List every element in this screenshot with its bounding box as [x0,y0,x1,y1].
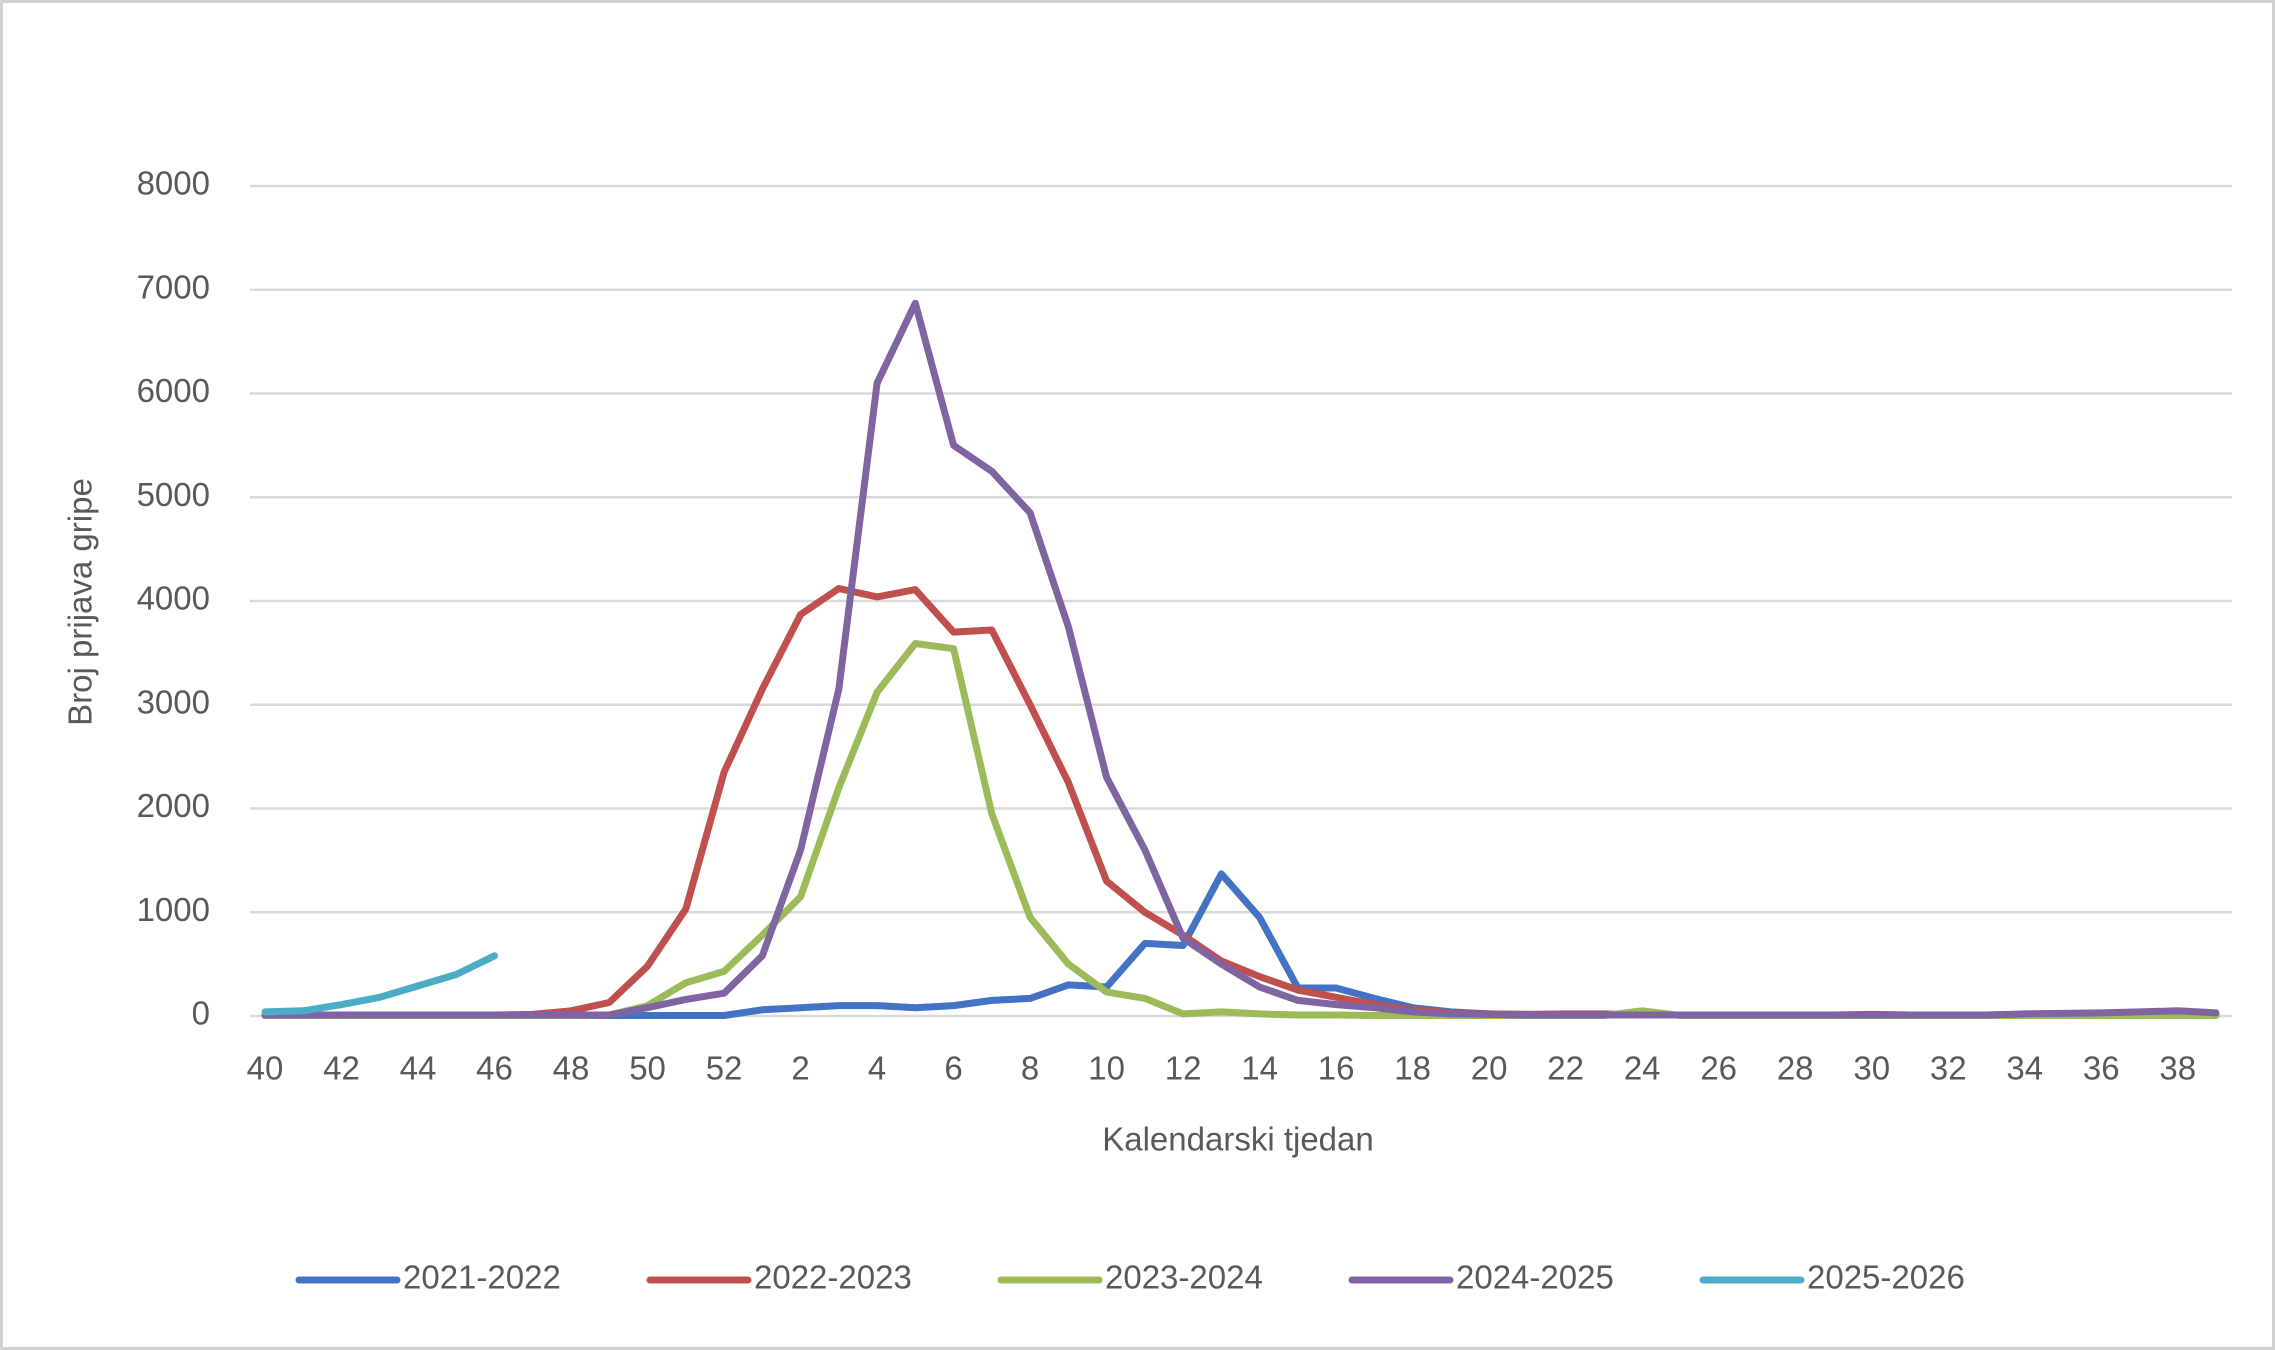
series-line [261,952,498,1016]
legend-label: 2023-2024 [1105,1259,1263,1296]
x-tick-label: 20 [1471,1050,1508,1087]
x-tick-label: 38 [2159,1050,2196,1087]
x-tick-label: 22 [1547,1050,1584,1087]
x-tick-label: 4 [868,1050,886,1087]
x-tick-label: 36 [2083,1050,2120,1087]
x-tick-label: 24 [1624,1050,1661,1087]
x-tick-label: 50 [629,1050,666,1087]
x-tick-label: 12 [1165,1050,1202,1087]
x-tick-label: 30 [1853,1050,1890,1087]
x-tick-label: 14 [1241,1050,1278,1087]
x-tick-label: 2 [791,1050,809,1087]
series-line [261,299,2220,1019]
x-tick-label: 46 [476,1050,513,1087]
y-tick-label: 2000 [137,787,210,824]
y-tick-label: 7000 [137,268,210,305]
x-tick-label: 52 [706,1050,743,1087]
x-tick-label: 34 [2006,1050,2043,1087]
x-tick-label: 48 [553,1050,590,1087]
y-tick-label: 5000 [137,476,210,513]
x-tick-label: 16 [1318,1050,1355,1087]
y-tick-label: 1000 [137,891,210,928]
x-tick-label: 8 [1021,1050,1039,1087]
x-tick-label: 40 [247,1050,284,1087]
x-axis-label: Kalendarski tjedan [1102,1121,1374,1158]
x-tick-label: 6 [944,1050,962,1087]
legend-label: 2022-2023 [754,1259,912,1296]
y-tick-label: 8000 [137,165,210,202]
x-tick-label: 32 [1930,1050,1967,1087]
x-tick-label: 18 [1394,1050,1431,1087]
x-tick-label: 44 [400,1050,437,1087]
y-tick-label: 3000 [137,683,210,720]
x-tick-label: 28 [1777,1050,1814,1087]
y-tick-label: 4000 [137,580,210,617]
y-axis-label: Broj prijava gripe [62,478,99,726]
y-tick-label: 6000 [137,372,210,409]
x-tick-label: 26 [1700,1050,1737,1087]
x-tick-label: 42 [323,1050,360,1087]
x-tick-label: 10 [1088,1050,1125,1087]
legend-label: 2024-2025 [1456,1259,1614,1296]
legend-label: 2021-2022 [403,1259,561,1296]
legend-label: 2025-2026 [1807,1259,1965,1296]
y-tick-label: 0 [192,995,210,1032]
